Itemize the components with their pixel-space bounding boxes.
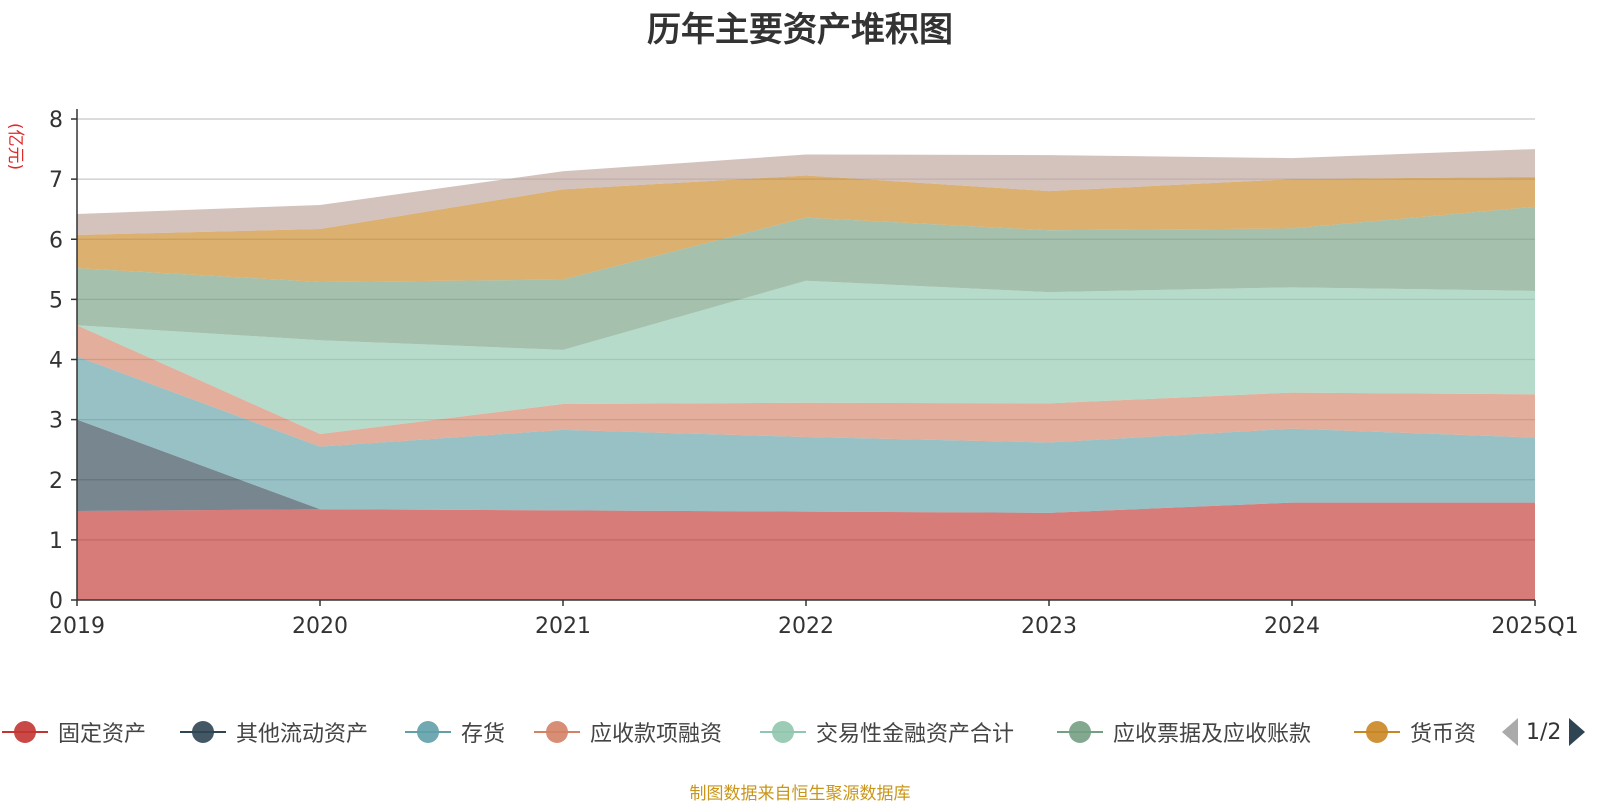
legend-next-icon[interactable] xyxy=(1567,717,1587,747)
legend-marker-icon xyxy=(1057,721,1103,743)
legend-label: 应收款项融资 xyxy=(590,722,723,747)
x-tick-label: 2022 xyxy=(778,614,834,639)
chart-title: 历年主要资产堆积图 xyxy=(647,10,953,50)
y-tick-label: 8 xyxy=(49,108,63,133)
y-tick-label: 5 xyxy=(49,288,63,313)
area-series xyxy=(77,280,1535,435)
legend-label: 货币资 xyxy=(1410,722,1477,747)
x-tick-label: 2021 xyxy=(535,614,591,639)
legend-pager: 1/2 xyxy=(1500,712,1587,752)
legend-item[interactable]: 固定资产 xyxy=(0,712,146,752)
area-series xyxy=(77,175,1535,282)
legend: 固定资产 其他流动资产 存货 应收款项融资 交易性金融资产合计 应收票据及应收账款 货币资 xyxy=(0,712,1600,752)
x-tick-label: 2024 xyxy=(1264,614,1320,639)
legend-label: 交易性金融资产合计 xyxy=(816,722,1015,747)
legend-label: 固定资产 xyxy=(58,722,147,747)
legend-marker-icon xyxy=(405,721,451,743)
legend-marker-icon xyxy=(2,721,48,743)
area-layers xyxy=(77,149,1535,600)
y-tick-labels: 0 1 2 3 4 5 6 7 8 xyxy=(49,108,63,614)
legend-marker-icon xyxy=(180,721,226,743)
legend-marker-icon xyxy=(534,721,580,743)
x-tick-label: 2019 xyxy=(49,614,105,639)
area-series xyxy=(77,419,1535,513)
legend-label: 应收票据及应收账款 xyxy=(1113,722,1312,747)
legend-item[interactable]: 应收款项融资 xyxy=(532,712,722,752)
y-tick-label: 2 xyxy=(49,469,63,494)
legend-prev-icon[interactable] xyxy=(1500,717,1520,747)
data-source-note: 制图数据来自恒生聚源数据库 xyxy=(689,784,911,804)
stacked-area-chart: 0 1 2 3 4 5 6 7 8 2019 2020 2021 2022 2023 2024 2025Q1 xyxy=(49,108,1579,639)
y-tick-label: 6 xyxy=(49,228,63,253)
legend-item[interactable]: 其他流动资产 xyxy=(178,712,368,752)
legend-label: 其他流动资产 xyxy=(236,722,369,747)
legend-item[interactable]: 交易性金融资产合计 xyxy=(758,712,1014,752)
x-tick-label: 2025Q1 xyxy=(1491,614,1578,639)
area-series xyxy=(77,502,1535,600)
y-tick-label: 7 xyxy=(49,168,63,193)
area-series xyxy=(77,149,1535,236)
x-tick-label: 2023 xyxy=(1021,614,1077,639)
y-tick-label: 4 xyxy=(49,349,63,374)
area-series xyxy=(77,356,1535,513)
legend-item[interactable]: 存货 xyxy=(403,712,505,752)
y-tick-label: 1 xyxy=(49,529,63,554)
legend-item[interactable]: 货币资 xyxy=(1352,712,1476,752)
x-tick-label: 2020 xyxy=(292,614,348,639)
y-tick-label: 3 xyxy=(49,409,63,434)
area-series xyxy=(77,325,1535,447)
legend-label: 存货 xyxy=(461,722,506,747)
y-tick-label: 0 xyxy=(49,589,63,614)
legend-item[interactable]: 应收票据及应收账款 xyxy=(1055,712,1311,752)
area-series xyxy=(77,206,1535,350)
x-tick-labels: 2019 2020 2021 2022 2023 2024 2025Q1 xyxy=(49,614,1579,639)
legend-marker-icon xyxy=(1354,721,1400,743)
legend-marker-icon xyxy=(760,721,806,743)
axes xyxy=(76,109,1536,606)
legend-page-indicator: 1/2 xyxy=(1526,719,1562,745)
